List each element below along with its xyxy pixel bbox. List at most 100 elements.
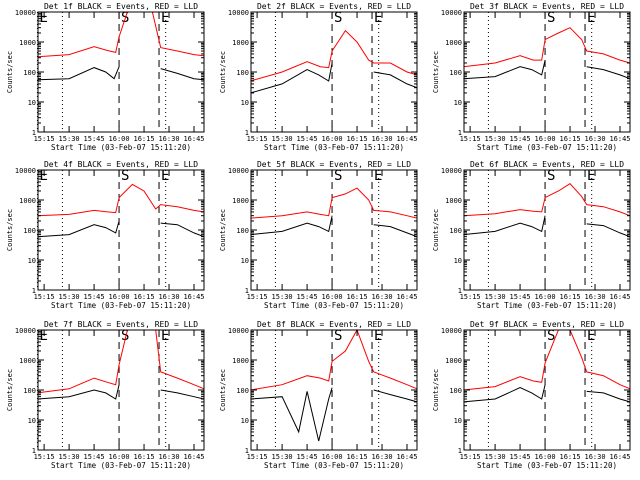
marker-label: S xyxy=(121,168,129,184)
x-tick-label: 15:45 xyxy=(510,453,531,461)
x-tick-label: 15:30 xyxy=(59,135,80,143)
marker-label: S xyxy=(334,10,342,26)
y-tick-label: 10000 xyxy=(441,9,462,17)
y-tick-label: 10 xyxy=(454,417,462,425)
y-axis-label: Counts/sec xyxy=(219,51,227,93)
x-axis-label: Start Time (03-Feb-07 15:11:20) xyxy=(51,143,191,152)
series-events xyxy=(250,387,418,442)
x-tick-label: 16:30 xyxy=(158,293,179,301)
series-events xyxy=(463,215,631,238)
x-tick-label: 16:45 xyxy=(183,453,204,461)
series-lld xyxy=(463,27,631,68)
panel-det-4: ESE11010010001000015:1515:3015:4516:0016… xyxy=(6,160,205,310)
x-tick-label: 16:30 xyxy=(584,293,605,301)
x-tick-label: 16:30 xyxy=(371,135,392,143)
x-axis-label: Start Time (03-Feb-07 15:11:20) xyxy=(477,301,617,310)
x-tick-label: 15:15 xyxy=(34,293,55,301)
y-axis-label: Counts/sec xyxy=(432,369,440,411)
y-tick-label: 1000 xyxy=(232,39,249,47)
series-events xyxy=(37,384,205,400)
y-tick-label: 1 xyxy=(245,287,249,295)
x-tick-label: 15:15 xyxy=(460,135,481,143)
y-tick-label: 100 xyxy=(449,69,462,77)
marker-label: E xyxy=(161,328,169,344)
marker-label: S xyxy=(547,168,555,184)
x-tick-label: 16:30 xyxy=(584,135,605,143)
panel-title: Det 5f BLACK = Events, RED = LLD xyxy=(257,160,411,169)
x-axis-label: Start Time (03-Feb-07 15:11:20) xyxy=(51,461,191,470)
x-tick-label: 16:00 xyxy=(109,453,130,461)
y-tick-label: 10 xyxy=(454,257,462,265)
y-tick-label: 100 xyxy=(23,387,36,395)
panel-det-3: S E 1 10 100 1000 10000 15:15 15:30 15:45 16:00 16:… xyxy=(432,2,631,152)
marker-label: E xyxy=(587,168,595,184)
x-tick-label: 16:15 xyxy=(134,293,155,301)
x-tick-label: 15:45 xyxy=(297,293,318,301)
marker-label: E xyxy=(374,328,382,344)
x-tick-label: 16:30 xyxy=(371,293,392,301)
panel-det-2: S E 1 10 100 1000 10000 15:15 15:30 15:45 16:00 16:… xyxy=(219,2,418,152)
panel-title: Det 9f BLACK = Events, RED = LLD xyxy=(470,320,624,329)
x-tick-label: 16:30 xyxy=(371,453,392,461)
y-tick-label: 10 xyxy=(28,417,36,425)
x-tick-label: 16:15 xyxy=(347,453,368,461)
y-tick-label: 100 xyxy=(449,387,462,395)
x-tick-label: 16:00 xyxy=(535,453,556,461)
x-tick-label: 16:00 xyxy=(109,135,130,143)
x-tick-label: 15:15 xyxy=(247,453,268,461)
marker-label: S xyxy=(334,168,342,184)
series-lld xyxy=(250,328,418,391)
series-events xyxy=(250,215,418,238)
marker-label: E xyxy=(587,328,595,344)
x-tick-label: 16:15 xyxy=(560,293,581,301)
x-tick-label: 15:45 xyxy=(510,293,531,301)
x-tick-label: 15:30 xyxy=(272,293,293,301)
panel-det-1: ESE11010010001000015:1515:3015:4516:0016… xyxy=(6,2,205,152)
y-tick-label: 100 xyxy=(449,227,462,235)
marker-label: E xyxy=(161,10,169,26)
y-tick-label: 1000 xyxy=(445,39,462,47)
y-axis-label: Counts/sec xyxy=(432,209,440,251)
series-events xyxy=(37,220,205,238)
x-tick-label: 16:45 xyxy=(396,293,417,301)
y-tick-label: 1 xyxy=(458,287,462,295)
y-tick-label: 1000 xyxy=(19,39,36,47)
y-axis-label: Counts/sec xyxy=(219,209,227,251)
panel-det-5: S E 1 10 100 1000 10000 15:15 15:30 15:45 16:00 16:… xyxy=(219,160,418,310)
x-tick-label: 15:30 xyxy=(485,135,506,143)
x-tick-label: 16:00 xyxy=(322,453,343,461)
panel-det-9: S E 1 10 100 1000 10000 15:15 15:30 15:45 16:00 16:… xyxy=(432,320,631,470)
series-events xyxy=(250,62,418,94)
y-tick-label: 1 xyxy=(458,447,462,455)
marker-label: S xyxy=(334,328,342,344)
y-tick-label: 10000 xyxy=(441,327,462,335)
y-tick-label: 1 xyxy=(32,447,36,455)
y-tick-label: 10 xyxy=(241,99,249,107)
x-tick-label: 16:00 xyxy=(109,293,130,301)
x-tick-label: 15:45 xyxy=(297,135,318,143)
x-axis-label: Start Time (03-Feb-07 15:11:20) xyxy=(264,461,404,470)
y-tick-label: 100 xyxy=(236,387,249,395)
x-tick-label: 15:15 xyxy=(460,293,481,301)
panel-title: Det 8f BLACK = Events, RED = LLD xyxy=(257,320,411,329)
x-tick-label: 16:15 xyxy=(560,453,581,461)
y-tick-label: 100 xyxy=(23,227,36,235)
y-tick-label: 1000 xyxy=(19,197,36,205)
y-tick-label: 1000 xyxy=(445,197,462,205)
marker-label: S xyxy=(547,328,555,344)
panel-title: Det 7f BLACK = Events, RED = LLD xyxy=(44,320,198,329)
x-axis-label: Start Time (03-Feb-07 15:11:20) xyxy=(51,301,191,310)
x-tick-label: 16:00 xyxy=(535,293,556,301)
x-tick-label: 16:15 xyxy=(347,293,368,301)
panel-title: Det 2f BLACK = Events, RED = LLD xyxy=(257,2,411,11)
y-tick-label: 100 xyxy=(23,69,36,77)
y-tick-label: 1000 xyxy=(445,357,462,365)
y-tick-label: 1000 xyxy=(232,197,249,205)
y-tick-label: 10000 xyxy=(441,167,462,175)
x-tick-label: 16:45 xyxy=(396,135,417,143)
panel-title: Det 6f BLACK = Events, RED = LLD xyxy=(470,160,624,169)
y-tick-label: 10000 xyxy=(228,167,249,175)
x-tick-label: 15:45 xyxy=(84,453,105,461)
x-tick-label: 16:30 xyxy=(158,135,179,143)
x-tick-label: 15:15 xyxy=(34,135,55,143)
